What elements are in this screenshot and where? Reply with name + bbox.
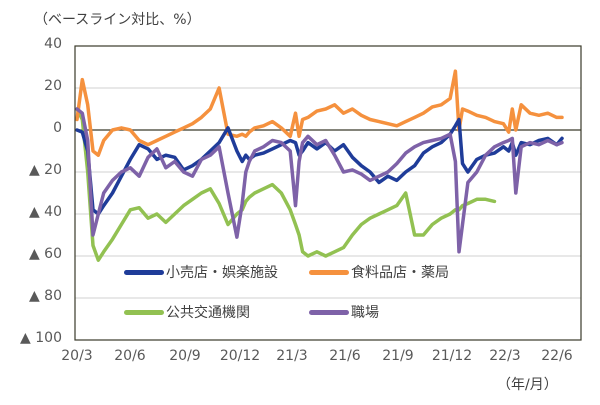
y-tick-label: 40 xyxy=(44,36,62,52)
legend-item-transit: 公共交通機関 xyxy=(124,302,250,322)
y-tick-label: ▲ 100 xyxy=(20,330,62,346)
y-axis-unit-label: （ベースライン対比、%） xyxy=(34,12,201,28)
legend-swatch xyxy=(309,269,349,275)
x-tick-label: 22/6 xyxy=(541,348,573,364)
series-line xyxy=(75,69,564,157)
x-tick-label: 21/3 xyxy=(276,348,308,364)
legend-label: 職場 xyxy=(351,305,379,321)
legend-swatch xyxy=(124,269,164,275)
legend-label: 食料品店・薬局 xyxy=(351,265,449,281)
y-tick-label: ▲ 20 xyxy=(28,162,62,178)
legend-item-grocery: 食料品店・薬局 xyxy=(309,262,449,282)
plot-area-border xyxy=(74,45,582,341)
x-tick-label: 20/6 xyxy=(114,348,146,364)
series-line xyxy=(75,107,497,262)
legend-item-workplace: 職場 xyxy=(309,302,379,322)
legend-label: 公共交通機関 xyxy=(166,305,250,321)
x-tick-label: 20/9 xyxy=(169,348,201,364)
legend-item-retail: 小売店・娯楽施設 xyxy=(124,262,278,282)
y-tick-label: ▲ 60 xyxy=(28,246,62,262)
y-tick-label: 20 xyxy=(44,78,62,94)
y-tick-label: ▲ 40 xyxy=(28,204,62,220)
x-tick-label: 21/9 xyxy=(382,348,414,364)
legend-label: 小売店・娯楽施設 xyxy=(166,265,278,281)
x-tick-label: 20/12 xyxy=(219,348,261,364)
series-line xyxy=(75,107,564,254)
legend-swatch xyxy=(309,309,349,315)
x-axis-unit-label: （年/月） xyxy=(497,377,558,393)
legend-swatch xyxy=(124,309,164,315)
x-tick-label: 20/3 xyxy=(61,348,93,364)
x-tick-label: 22/3 xyxy=(489,348,521,364)
x-tick-label: 21/6 xyxy=(329,348,361,364)
y-tick-label: 0 xyxy=(53,120,62,136)
y-tick-label: ▲ 80 xyxy=(28,288,62,304)
series-lines xyxy=(75,69,564,262)
x-tick-label: 21/12 xyxy=(431,348,473,364)
